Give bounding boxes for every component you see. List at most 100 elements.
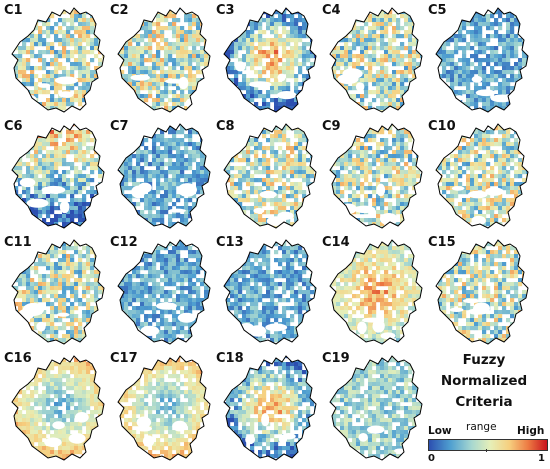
map-panel-c15: C15 [424,232,530,347]
region-outline [223,7,317,113]
map-panel-c2: C2 [106,0,212,115]
legend-title-line-1: Fuzzy Normalized [440,352,528,389]
map-fill [330,356,422,460]
region-map [11,7,105,113]
region-map [223,355,317,461]
map-panel-c7: C7 [106,116,212,231]
map-panel-label: C17 [110,351,138,366]
map-panel-label: C18 [216,351,244,366]
region-outline [11,355,105,461]
legend-low-label: Low [428,425,452,437]
map-fill [12,240,104,344]
map-fill [330,8,422,112]
region-map [11,239,105,345]
region-outline [329,355,423,461]
legend-title: Fuzzy Normalized Criteria [420,350,548,413]
map-panel-label: C6 [4,119,23,134]
map-fill [12,356,104,460]
map-fill [224,240,316,344]
map-panel-c14: C14 [318,232,424,347]
region-outline [223,355,317,461]
region-outline [435,239,529,345]
legend-range-label: range [466,421,497,433]
map-fill [118,8,210,112]
region-map [223,239,317,345]
map-panel-label: C11 [4,235,32,250]
map-panel-c4: C4 [318,0,424,115]
region-outline [117,7,211,113]
map-fill [12,124,104,228]
map-panel-label: C16 [4,351,32,366]
map-panel-c19: C19 [318,348,424,463]
legend-title-line-2: Criteria [455,394,513,410]
map-fill [12,8,104,112]
region-map [117,7,211,113]
map-panel-label: C14 [322,235,350,250]
map-fill [436,124,528,228]
map-panel-c13: C13 [212,232,318,347]
map-panel-label: C1 [4,3,23,18]
region-outline [11,239,105,345]
map-panel-label: C12 [110,235,138,250]
map-panel-label: C2 [110,3,129,18]
region-map [223,123,317,229]
map-panel-c3: C3 [212,0,318,115]
map-panel-c6: C6 [0,116,106,231]
region-map [117,239,211,345]
map-panel-label: C8 [216,119,235,134]
legend: Fuzzy Normalized Criteria Low range High… [420,350,550,469]
region-outline [435,7,529,113]
map-fill [118,124,210,228]
map-panel-c16: C16 [0,348,106,463]
legend-colorbar-mid-tick [486,449,487,452]
region-outline [117,355,211,461]
region-map [329,123,423,229]
map-fill [118,356,210,460]
region-outline [329,7,423,113]
map-panel-label: C5 [428,3,447,18]
map-panel-label: C10 [428,119,456,134]
region-map [435,123,529,229]
map-panel-label: C19 [322,351,350,366]
region-map [117,123,211,229]
map-fill [330,124,422,228]
map-fill [436,240,528,344]
map-panel-c5: C5 [424,0,530,115]
map-panel-label: C13 [216,235,244,250]
region-map [329,239,423,345]
map-fill [436,8,528,112]
map-panel-c17: C17 [106,348,212,463]
map-panel-c1: C1 [0,0,106,115]
region-map [329,7,423,113]
map-fill [224,124,316,228]
map-panel-c9: C9 [318,116,424,231]
region-outline [11,123,105,229]
region-map [329,355,423,461]
map-panel-c18: C18 [212,348,318,463]
region-outline [117,239,211,345]
map-panel-c12: C12 [106,232,212,347]
map-fill [118,240,210,344]
map-panel-c8: C8 [212,116,318,231]
region-outline [329,239,423,345]
map-panel-c11: C11 [0,232,106,347]
region-outline [223,123,317,229]
map-fill [224,356,316,460]
map-panel-label: C15 [428,235,456,250]
map-fill [330,240,422,344]
region-map [11,123,105,229]
map-panel-label: C9 [322,119,341,134]
region-outline [117,123,211,229]
map-panel-label: C4 [322,3,341,18]
region-map [117,355,211,461]
map-panel-label: C7 [110,119,129,134]
legend-max-value: 1 [538,453,545,464]
legend-min-value: 0 [428,453,435,464]
region-outline [329,123,423,229]
map-fill [224,8,316,112]
legend-colorbar [428,439,548,451]
region-map [435,239,529,345]
region-outline [223,239,317,345]
region-map [435,7,529,113]
